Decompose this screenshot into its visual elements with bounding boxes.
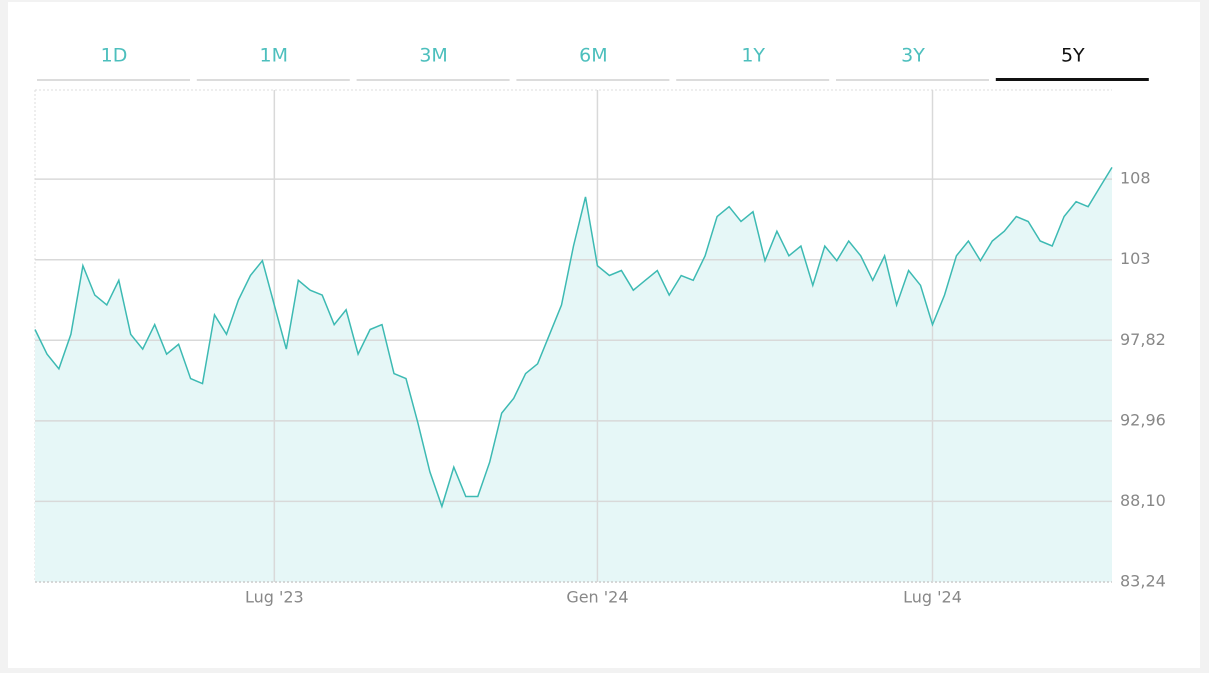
x-tick-label: Lug '23 xyxy=(245,588,304,607)
tab-label[interactable]: 3Y xyxy=(901,45,925,67)
y-tick-label: 103 xyxy=(1120,249,1151,268)
tab-label[interactable]: 3M xyxy=(419,45,447,67)
tab-label[interactable]: 1M xyxy=(260,45,288,67)
tab-underline xyxy=(995,78,1149,81)
tab-label[interactable]: 1Y xyxy=(741,45,765,67)
line xyxy=(34,167,1113,509)
tab-label[interactable]: 5Y xyxy=(1061,45,1085,67)
area xyxy=(35,167,1112,582)
y-tick-label: 108 xyxy=(1120,169,1151,188)
tab-underline xyxy=(196,79,350,81)
y-tick-label: 97,82 xyxy=(1120,330,1166,349)
tab-label[interactable]: 6M xyxy=(579,45,607,67)
y-tick-label: 83,24 xyxy=(1120,572,1166,591)
tab-underline xyxy=(836,79,989,81)
y-tick-label: 88,10 xyxy=(1120,491,1166,510)
tab-label[interactable]: 1D xyxy=(101,45,128,67)
x-tick-label: Gen '24 xyxy=(566,588,628,607)
tab-underline xyxy=(356,79,510,81)
y-tick-label: 92,96 xyxy=(1120,410,1166,429)
x-tick-label: Lug '24 xyxy=(903,588,962,607)
tab-underline xyxy=(676,79,830,81)
tab-underline xyxy=(37,79,190,81)
tab-underline xyxy=(516,79,670,81)
